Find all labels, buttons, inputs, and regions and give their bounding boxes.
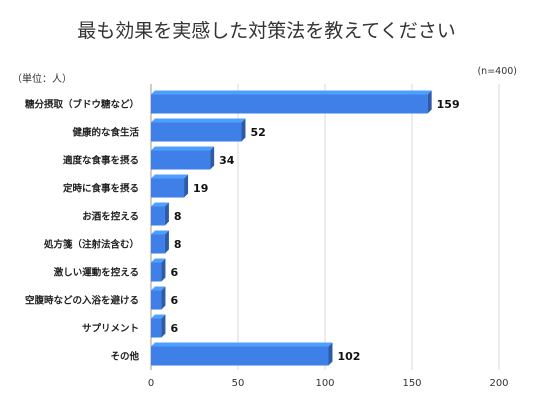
- x-tick-label: 150: [402, 378, 421, 389]
- bar-side-face: [210, 146, 215, 170]
- category-label: サプリメント: [82, 323, 139, 335]
- category-label: 定時に食事を摂る: [62, 183, 139, 195]
- value-label: 102: [337, 350, 360, 363]
- category-label: 健康的な食生活: [72, 127, 139, 139]
- bar-side-face: [161, 258, 166, 282]
- unit-label: （単位：人）: [12, 74, 72, 85]
- bar-top-face: [151, 202, 169, 207]
- bar-side-face: [161, 314, 166, 338]
- x-tick-label: 200: [489, 378, 508, 389]
- value-label: 19: [193, 182, 208, 195]
- value-label: 8: [174, 210, 182, 223]
- value-label: 8: [174, 238, 182, 251]
- bar-side-face: [241, 118, 246, 142]
- bar-side-face: [184, 174, 189, 198]
- value-label: 159: [437, 98, 460, 111]
- bar-top-face: [151, 146, 215, 151]
- x-tick-label: 50: [232, 378, 245, 389]
- x-tick-label: 100: [315, 378, 334, 389]
- category-label: その他: [110, 351, 139, 363]
- bar: [151, 206, 165, 226]
- bar-top-face: [151, 258, 166, 263]
- bar-top-face: [151, 90, 432, 95]
- bar: [151, 262, 162, 282]
- category-label: 処方箋（注射法含む）: [43, 239, 139, 251]
- bar-side-face: [328, 342, 333, 366]
- category-label: 激しい運動を控える: [54, 267, 139, 279]
- bar-top-face: [151, 342, 333, 347]
- bar-top-face: [151, 314, 166, 319]
- bar-top-face: [151, 230, 169, 235]
- category-label: 空腹時などの入浴を避ける: [25, 295, 139, 307]
- bar: [151, 178, 185, 198]
- bar-side-face: [164, 230, 169, 254]
- bar: [151, 290, 162, 310]
- sample-size: (n=400): [477, 66, 517, 77]
- bar-side-face: [164, 202, 169, 226]
- bar-top-face: [151, 174, 189, 179]
- bar-top-face: [151, 118, 246, 123]
- bar: [151, 318, 162, 338]
- bar: [151, 94, 428, 114]
- value-label: 34: [219, 154, 235, 167]
- value-label: 52: [250, 126, 265, 139]
- bar: [151, 346, 329, 366]
- bar: [151, 122, 242, 142]
- bar: [151, 150, 211, 170]
- category-label: お酒を控える: [82, 211, 139, 223]
- category-label: 適度な食事を摂る: [63, 155, 139, 167]
- category-label: 糖分摂取（ブドウ糖など）: [25, 99, 139, 111]
- bar-side-face: [161, 286, 166, 310]
- bar-side-face: [427, 90, 432, 114]
- value-label: 6: [170, 322, 178, 335]
- x-tick-label: 0: [148, 378, 154, 389]
- bar-top-face: [151, 286, 166, 291]
- chart-title: 最も効果を実感した対策法を教えてください: [77, 20, 456, 42]
- value-label: 6: [170, 266, 178, 279]
- value-label: 6: [170, 294, 178, 307]
- bar: [151, 234, 165, 254]
